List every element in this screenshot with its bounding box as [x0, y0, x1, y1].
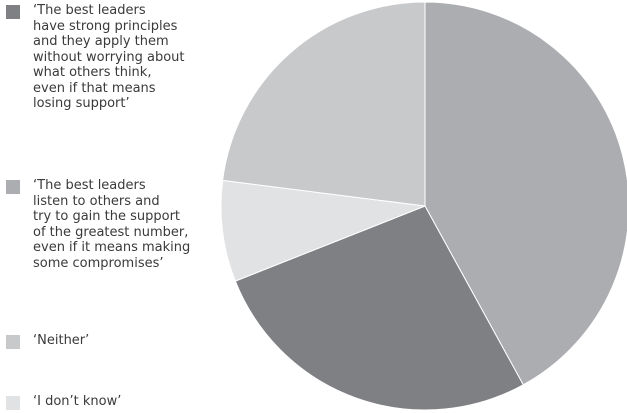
- slice-strong-principles: [234, 205, 524, 411]
- legend-label-strong-principles: ‘The best leaders have strong principles…: [33, 3, 185, 111]
- legend-label-listen-to-others: ‘The best leaders listen to others and t…: [33, 178, 191, 271]
- legend-label-neither: ‘Neither’: [33, 333, 90, 348]
- pie-slices: [220, 1, 627, 411]
- legend-swatch-listen-to-others: [6, 180, 20, 194]
- slice-dont-know: [220, 179, 426, 282]
- chart-legend: ‘The best leaders have strong principles…: [0, 0, 220, 413]
- legend-swatch-strong-principles: [6, 5, 20, 19]
- legend-label-dont-know: ‘I don’t know’: [33, 394, 122, 409]
- slice-neither: [222, 1, 426, 207]
- slice-listen-to-others: [424, 1, 627, 386]
- legend-swatch-neither: [6, 335, 20, 349]
- legend-swatch-dont-know: [6, 396, 20, 410]
